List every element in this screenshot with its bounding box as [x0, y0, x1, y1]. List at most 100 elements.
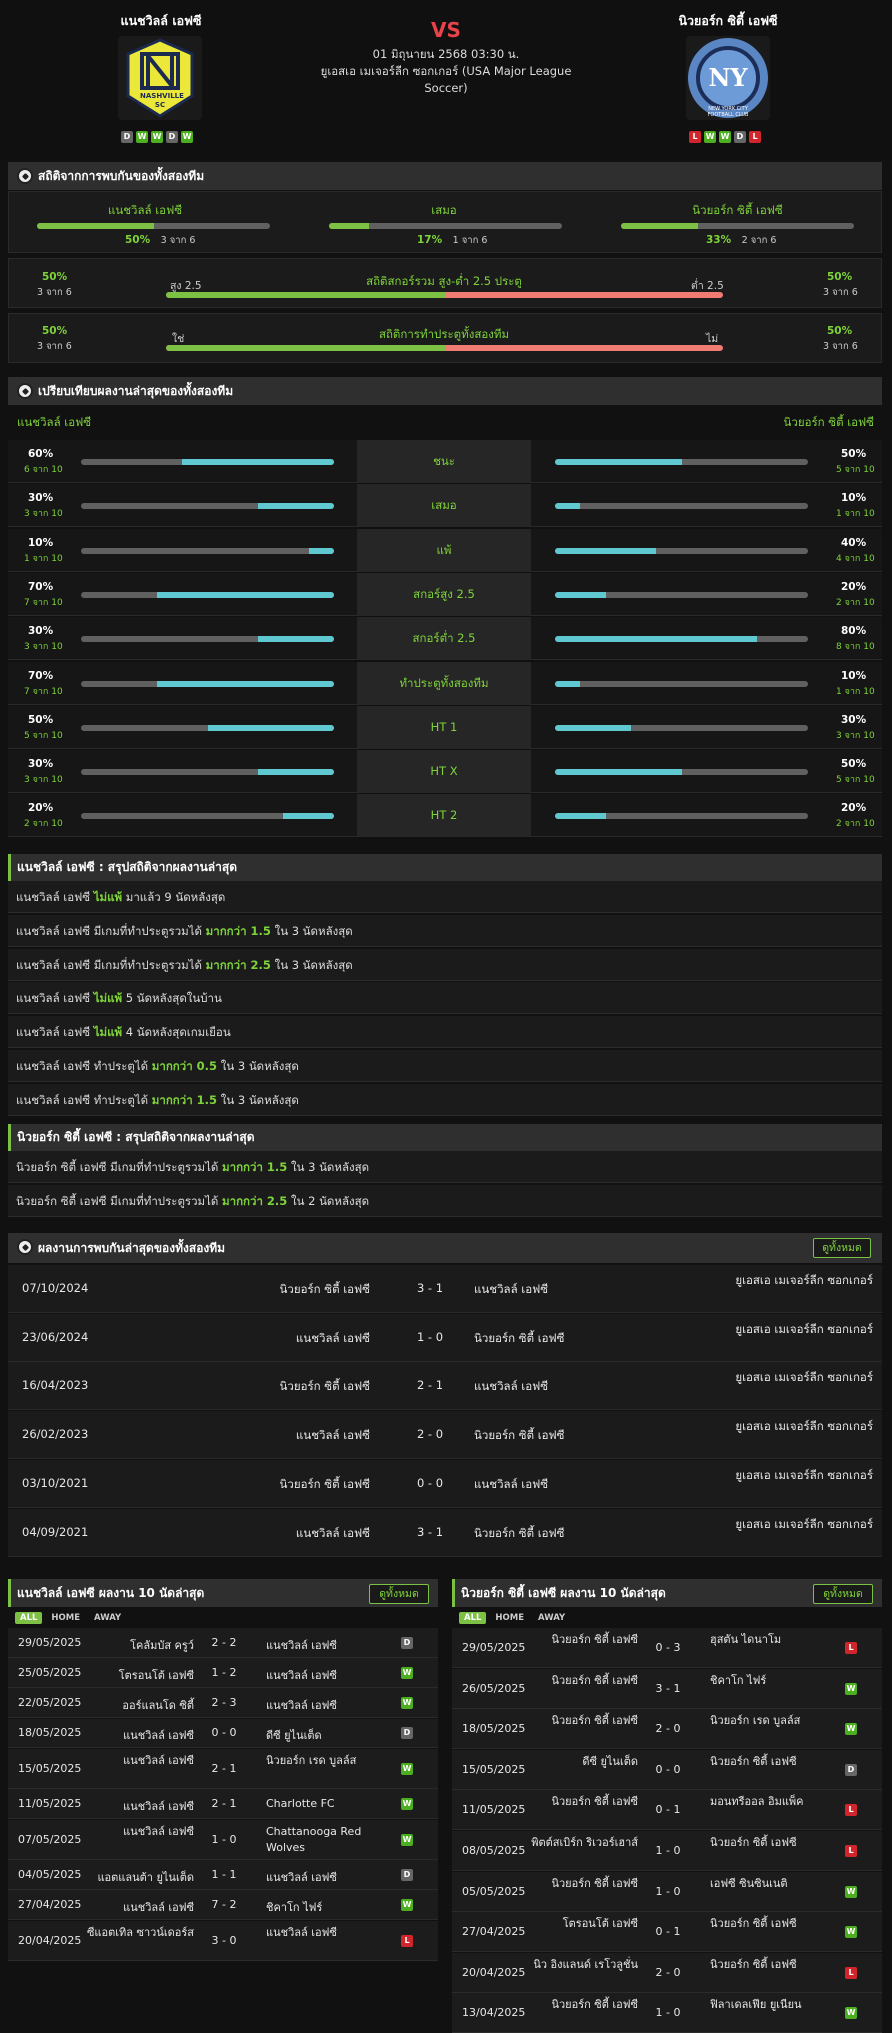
last10-row[interactable]: 05/05/2025 นิวยอร์ก ซิตี้ เอฟซี 1 - 0 เอฟซี… [452, 1871, 882, 1912]
home-team-name[interactable]: แนชวิลล์ เอฟซี [120, 13, 202, 28]
h2h-result-row[interactable]: 26/02/2023 แนชวิลล์ เอฟซี 2 - 0 นิวยอร์ก ซิ… [8, 1411, 882, 1460]
h2h-result-row[interactable]: 03/10/2021 นิวยอร์ก ซิตี้ เอฟซี 0 - 0 แนชวิ… [8, 1459, 882, 1508]
home-team[interactable]: นิวยอร์ก ซิตี้ เอฟซี [551, 1633, 638, 1646]
match-score[interactable]: 3 - 1 [416, 1281, 444, 1295]
last10-row[interactable]: 20/04/2025 นิว อิงแลนด์ เรโวลูชั่น 2 - 0 นิ… [452, 1952, 882, 1993]
home-team[interactable]: ซีแอตเทิล ซาวน์เดอร์ส [86, 1925, 194, 1939]
last10-row[interactable]: 26/05/2025 นิวยอร์ก ซิตี้ เอฟซี 3 - 1 ชิคาโ… [452, 1668, 882, 1709]
match-score[interactable]: 0 - 1 [655, 1925, 681, 1939]
match-score[interactable]: 0 - 1 [655, 1803, 681, 1817]
match-score[interactable]: 3 - 1 [655, 1681, 681, 1695]
home-team[interactable]: นิว อิงแลนด์ เรโวลูชั่น [533, 1957, 638, 1971]
away-team[interactable]: Chattanooga Red Wolves [266, 1824, 362, 1854]
home-team[interactable]: โตรอนโต้ เอฟซี [118, 1668, 194, 1682]
last10-row[interactable]: 11/05/2025 นิวยอร์ก ซิตี้ เอฟซี 0 - 1 มอนทร… [452, 1790, 882, 1831]
away-team-logo[interactable]: NY NEW YORK CITY FOOTBALL CLUB [686, 36, 770, 120]
tab-away[interactable]: AWAY [538, 1613, 566, 1623]
away-team[interactable]: นิวยอร์ก ซิตี้ เอฟซี [474, 1330, 565, 1345]
away-team[interactable]: นิวยอร์ก ซิตี้ เอฟซี [710, 1754, 797, 1768]
home-team[interactable]: แนชวิลล์ เอฟซี [295, 1525, 370, 1540]
home-team[interactable]: แอตแลนต้า ยูไนเต็ด [97, 1870, 194, 1884]
away-team[interactable]: Charlotte FC [266, 1797, 335, 1811]
h2h-result-row[interactable]: 07/10/2024 นิวยอร์ก ซิตี้ เอฟซี 3 - 1 แนชวิ… [8, 1265, 882, 1313]
away-team[interactable]: แนชวิลล์ เอฟซี [266, 1925, 337, 1939]
tab-away[interactable]: AWAY [94, 1613, 122, 1623]
h2h-view-all-button[interactable]: ดูทั้งหมด [813, 1238, 871, 1258]
match-score[interactable]: 2 - 0 [655, 1722, 681, 1736]
match-score[interactable]: 3 - 0 [211, 1933, 237, 1947]
match-score[interactable]: 2 - 0 [416, 1427, 444, 1442]
home-team-logo[interactable]: NASHVILLE SC [118, 36, 202, 120]
home-team[interactable]: นิวยอร์ก ซิตี้ เอฟซี [551, 1998, 638, 2012]
away-team[interactable]: นิวยอร์ก ซิตี้ เอฟซี [474, 1428, 565, 1443]
away-team-name[interactable]: นิวยอร์ก ซิตี้ เอฟซี [678, 13, 778, 28]
last10-row[interactable]: 27/04/2025 โตรอนโต้ เอฟซี 0 - 1 นิวยอร์ก ซิ… [452, 1912, 882, 1953]
home-team[interactable]: โคลัมบัส ครูว์ [130, 1638, 194, 1652]
last10-row[interactable]: 20/04/2025 ซีแอตเทิล ซาวน์เดอร์ส 3 - 0 แนชว… [8, 1920, 438, 1961]
home-team[interactable]: นิวยอร์ก ซิตี้ เอฟซี [279, 1379, 370, 1394]
match-score[interactable]: 2 - 1 [416, 1378, 444, 1393]
match-score[interactable]: 2 - 3 [211, 1696, 237, 1710]
home-team[interactable]: ดีซี ยูไนเต็ด [582, 1754, 638, 1768]
home-team[interactable]: แนชวิลล์ เอฟซี [123, 1901, 194, 1915]
home-team[interactable]: แนชวิลล์ เอฟซี [295, 1428, 370, 1443]
home-team[interactable]: นิวยอร์ก ซิตี้ เอฟซี [551, 1795, 638, 1809]
home-team[interactable]: แนชวิลล์ เอฟซี [123, 1753, 194, 1767]
away-team[interactable]: ชิคาโก ไฟร์ [266, 1901, 323, 1915]
last10-row[interactable]: 04/05/2025 แอตแลนต้า ยูไนเต็ด 1 - 1 แนชวิลล… [8, 1860, 438, 1890]
away-team[interactable]: นิวยอร์ก ซิตี้ เอฟซี [710, 1836, 797, 1849]
last10-row[interactable]: 08/05/2025 พิตต์สเบิร์ก ริเวอร์เฮาส์ 1 - 0… [452, 1831, 882, 1871]
tab-home[interactable]: HOME [51, 1613, 81, 1623]
match-score[interactable]: 1 - 0 [655, 2006, 681, 2020]
last10-row[interactable]: 22/05/2025 ออร์แลนโด ซิตี้ 2 - 3 แนชวิลล์ เ… [8, 1688, 438, 1718]
last10-row[interactable]: 07/05/2025 แนชวิลล์ เอฟซี 1 - 0 Chattanooga… [8, 1819, 438, 1860]
match-score[interactable]: 0 - 0 [416, 1475, 444, 1490]
away-team[interactable]: นิวยอร์ก เรด บูลล์ส [266, 1753, 357, 1767]
match-score[interactable]: 2 - 2 [211, 1635, 237, 1649]
away-team[interactable]: นิวยอร์ก ซิตี้ เอฟซี [710, 1957, 797, 1971]
h2h-result-row[interactable]: 04/09/2021 แนชวิลล์ เอฟซี 3 - 1 นิวยอร์ก ซิ… [8, 1508, 882, 1557]
home-last10-view-all-button[interactable]: ดูทั้งหมด [369, 1584, 429, 1604]
last10-row[interactable]: 27/04/2025 แนชวิลล์ เอฟซี 7 - 2 ชิคาโก ไฟร์… [8, 1890, 438, 1920]
away-team[interactable]: แนชวิลล์ เอฟซี [474, 1476, 549, 1491]
match-score[interactable]: 1 - 0 [655, 1884, 681, 1898]
home-team[interactable]: ออร์แลนโด ซิตี้ [122, 1699, 194, 1713]
home-team[interactable]: แนชวิลล์ เอฟซี [123, 1800, 194, 1814]
last10-row[interactable]: 25/05/2025 โตรอนโต้ เอฟซี 1 - 2 แนชวิลล์ เอ… [8, 1658, 438, 1688]
match-score[interactable]: 2 - 1 [211, 1797, 237, 1811]
home-team[interactable]: นิวยอร์ก ซิตี้ เอฟซี [551, 1876, 638, 1890]
last10-row[interactable]: 13/04/2025 นิวยอร์ก ซิตี้ เอฟซี 1 - 0 ฟิลาเ… [452, 1993, 882, 2033]
home-team[interactable]: แนชวิลล์ เอฟซี [123, 1729, 194, 1743]
away-team[interactable]: นิวยอร์ก ซิตี้ เอฟซี [710, 1917, 797, 1931]
away-team[interactable]: ฟิลาเดลเฟีย ยูเนียน [710, 1998, 802, 2012]
away-team[interactable]: แนชวิลล์ เอฟซี [266, 1668, 337, 1682]
tab-all[interactable]: ALL [15, 1612, 43, 1624]
away-team[interactable]: ฮุสตัน ไดนาโม [710, 1633, 782, 1646]
match-score[interactable]: 0 - 0 [655, 1762, 681, 1776]
last10-row[interactable]: 18/05/2025 นิวยอร์ก ซิตี้ เอฟซี 2 - 0 นิวยอ… [452, 1709, 882, 1750]
compare-home-team[interactable]: แนชวิลล์ เอฟซี [17, 415, 92, 429]
last10-row[interactable]: 15/05/2025 ดีซี ยูไนเต็ด 0 - 0 นิวยอร์ก ซิต… [452, 1749, 882, 1790]
match-score[interactable]: 1 - 0 [211, 1832, 237, 1846]
home-team[interactable]: นิวยอร์ก ซิตี้ เอฟซี [279, 1282, 370, 1296]
home-team[interactable]: แนชวิลล์ เอฟซี [295, 1330, 370, 1345]
away-team[interactable]: แนชวิลล์ เอฟซี [266, 1870, 337, 1884]
last10-row[interactable]: 29/05/2025 โคลัมบัส ครูว์ 2 - 2 แนชวิลล์ เอ… [8, 1628, 438, 1658]
away-team[interactable]: แนชวิลล์ เอฟซี [474, 1282, 549, 1296]
away-team[interactable]: ชิคาโก ไฟร์ [710, 1673, 767, 1687]
away-team[interactable]: แนชวิลล์ เอฟซี [266, 1638, 337, 1652]
home-team[interactable]: แนชวิลล์ เอฟซี [123, 1824, 194, 1838]
match-score[interactable]: 0 - 3 [655, 1641, 681, 1654]
away-team[interactable]: ดีซี ยูไนเต็ด [266, 1729, 322, 1743]
last10-row[interactable]: 29/05/2025 นิวยอร์ก ซิตี้ เอฟซี 0 - 3 ฮุสตั… [452, 1628, 882, 1668]
match-score[interactable]: 1 - 0 [416, 1329, 444, 1344]
match-score[interactable]: 1 - 2 [211, 1665, 237, 1679]
home-team[interactable]: พิตต์สเบิร์ก ริเวอร์เฮาส์ [531, 1836, 638, 1849]
match-score[interactable]: 7 - 2 [211, 1898, 237, 1912]
h2h-result-row[interactable]: 23/06/2024 แนชวิลล์ เอฟซี 1 - 0 นิวยอร์ก ซิ… [8, 1313, 882, 1362]
match-score[interactable]: 3 - 1 [416, 1524, 444, 1539]
away-team[interactable]: นิวยอร์ก ซิตี้ เอฟซี [474, 1525, 565, 1540]
last10-row[interactable]: 11/05/2025 แนชวิลล์ เอฟซี 2 - 1 Charlotte F… [8, 1789, 438, 1819]
match-league[interactable]: ยูเอสเอ เมเจอร์ลีก ซอกเกอร์ (USA Major L… [320, 64, 572, 95]
away-team[interactable]: มอนทรีออล อิมแพ็ค [710, 1795, 804, 1809]
